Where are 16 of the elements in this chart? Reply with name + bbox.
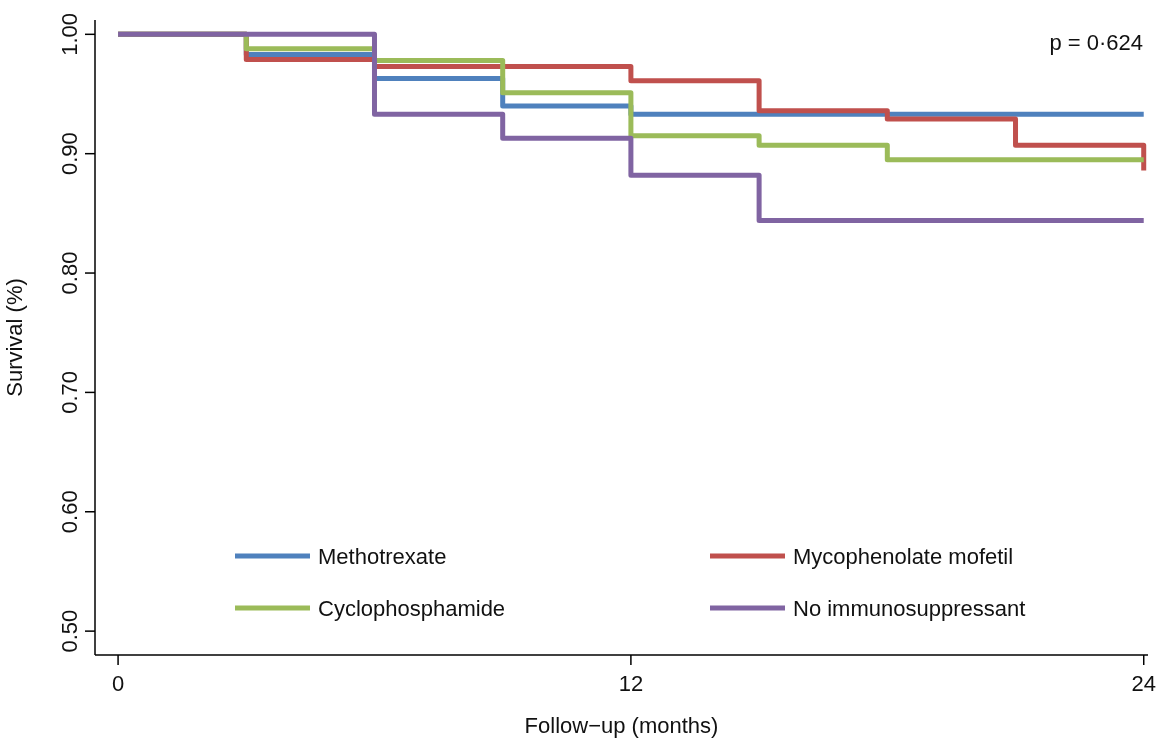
x-tick-label: 12 xyxy=(618,671,644,696)
legend-label: Cyclophosphamide xyxy=(318,596,506,621)
legend-label: Mycophenolate mofetil xyxy=(793,544,1014,569)
y-tick-label: 0.90 xyxy=(57,132,82,176)
y-tick-label: 1.00 xyxy=(57,12,82,56)
legend-label: No immunosuppressant xyxy=(793,596,1026,621)
y-tick-label: 0.70 xyxy=(57,370,82,414)
annotation: p = 0·624 xyxy=(1049,30,1143,55)
y-tick-label: 0.80 xyxy=(57,251,82,295)
y-tick-label: 0.60 xyxy=(57,490,82,534)
legend-label: Methotrexate xyxy=(318,544,447,569)
y-axis-title: Survival (%) xyxy=(2,278,27,397)
x-tick-label: 0 xyxy=(111,671,125,696)
y-tick-label: 0.50 xyxy=(57,609,82,653)
x-axis-title: Follow−up (months) xyxy=(524,713,719,738)
x-tick-label: 24 xyxy=(1131,671,1156,696)
